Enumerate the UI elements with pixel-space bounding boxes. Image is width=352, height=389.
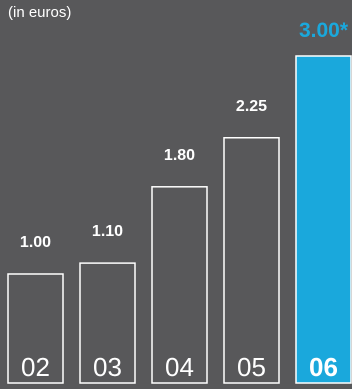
bar-03 xyxy=(79,262,136,384)
value-label-03: 1.10 xyxy=(92,223,123,240)
value-label-05: 2.25 xyxy=(236,98,267,115)
category-label-06: 06 xyxy=(309,352,338,382)
category-label-04: 04 xyxy=(165,352,194,382)
bar-02 xyxy=(7,273,64,384)
bar-05 xyxy=(223,137,280,384)
chart-subtitle: (in euros) xyxy=(8,4,71,21)
bars-group: 1.00 02 1.10 03 1.80 04 2.25 05 3.00* 06 xyxy=(7,19,352,384)
value-label-06: 3.00* xyxy=(299,19,349,42)
category-label-02: 02 xyxy=(21,352,50,382)
bar-04 xyxy=(151,186,208,384)
value-label-04: 1.80 xyxy=(164,147,195,164)
category-label-05: 05 xyxy=(237,352,266,382)
value-label-02: 1.00 xyxy=(20,234,51,251)
bar-06 xyxy=(295,55,352,384)
category-label-03: 03 xyxy=(93,352,122,382)
